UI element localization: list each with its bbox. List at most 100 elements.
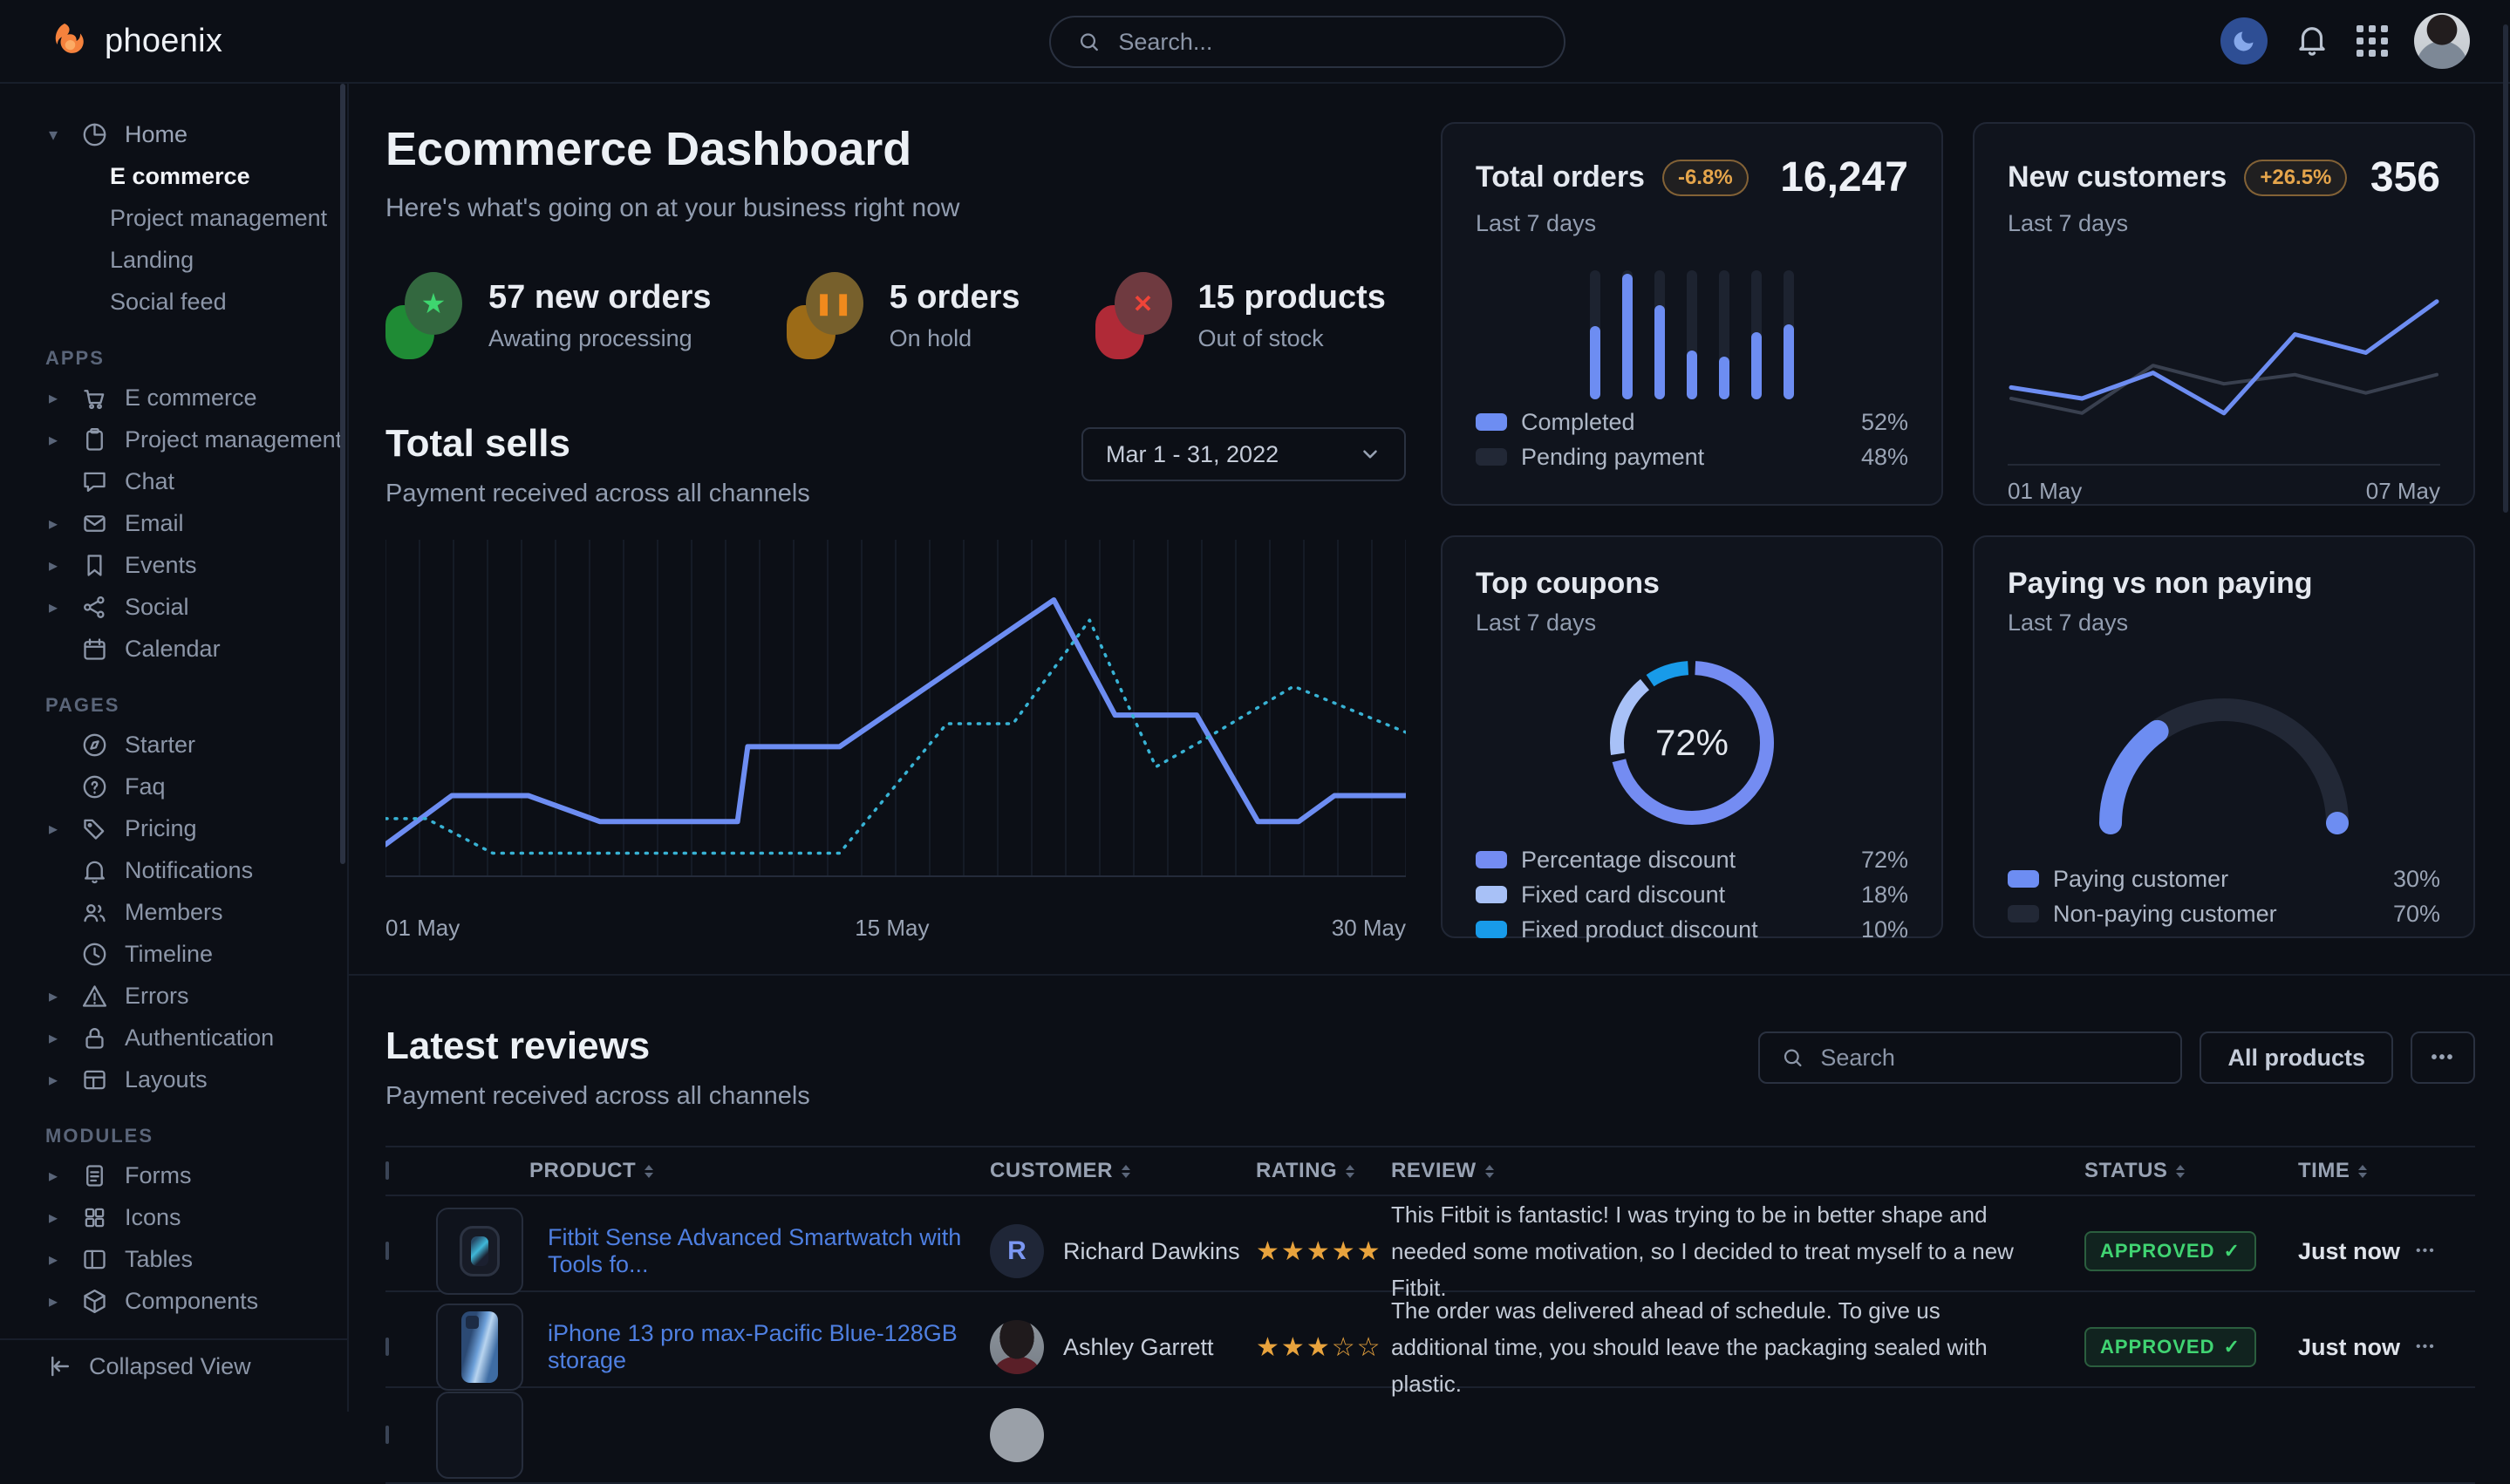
legend-completed: Completed 52% <box>1476 405 1908 439</box>
cart-icon <box>80 384 109 412</box>
sidebar-item-authentication[interactable]: ▸ Authentication <box>0 1017 347 1059</box>
sidebar-item-project-management[interactable]: Project management <box>0 197 347 239</box>
user-avatar[interactable] <box>2414 13 2470 69</box>
chevron-right-icon: ▸ <box>42 429 65 451</box>
sidebar-item-components[interactable]: ▸ Components <box>0 1280 347 1322</box>
total-sells-title: Total sells <box>385 422 810 466</box>
customer-avatar: R <box>990 1224 1044 1278</box>
chevron-down-icon: ▾ <box>42 124 65 146</box>
sidebar-item-home[interactable]: ▾ Home <box>0 113 347 155</box>
global-search[interactable] <box>1049 16 1565 68</box>
legend-non-paying-customer: Non-paying customer 70% <box>2008 896 2440 931</box>
sidebar-item-faq[interactable]: Faq <box>0 766 347 807</box>
row-checkbox[interactable] <box>385 1338 389 1356</box>
sidebar-item-email[interactable]: ▸ Email <box>0 502 347 544</box>
chevron-right-icon: ▸ <box>42 1027 65 1049</box>
sidebar-item-layouts[interactable]: ▸ Layouts <box>0 1059 347 1100</box>
product-thumbnail[interactable] <box>436 1304 523 1391</box>
sidebar-item-members[interactable]: Members <box>0 891 347 933</box>
new-customers-badge: +26.5% <box>2244 160 2347 196</box>
sidebar: ▾ Home E commerce Project management Lan… <box>0 84 349 1412</box>
sidebar-item-social[interactable]: ▸ Social <box>0 586 347 628</box>
sidebar-item-errors[interactable]: ▸ Errors <box>0 975 347 1017</box>
column-rating[interactable]: RATING <box>1256 1159 1391 1183</box>
sidebar-item-events[interactable]: ▸ Events <box>0 544 347 586</box>
row-menu-button[interactable]: ••• <box>2416 1339 2475 1355</box>
warning-icon <box>80 982 109 1011</box>
legend-paying-customer: Paying customer 30% <box>2008 861 2440 896</box>
sidebar-item-ecommerce-app[interactable]: ▸ E commerce <box>0 377 347 419</box>
product-thumbnail[interactable] <box>436 1392 523 1479</box>
reviews-search-input[interactable] <box>1820 1045 2159 1072</box>
sidebar-item-tables[interactable]: ▸ Tables <box>0 1238 347 1280</box>
sidebar-item-calendar[interactable]: Calendar <box>0 628 347 670</box>
reviews-more-button[interactable]: ••• <box>2411 1031 2475 1084</box>
latest-reviews-subtitle: Payment received across all channels <box>385 1082 810 1111</box>
sidebar-item-icons[interactable]: ▸ Icons <box>0 1196 347 1238</box>
sidebar-item-landing[interactable]: Landing <box>0 239 347 281</box>
table-icon <box>80 1245 109 1274</box>
bell-icon <box>2294 21 2330 58</box>
stat-new-orders: ★ 57 new orders Awating processing <box>385 272 712 359</box>
chevron-right-icon: ▸ <box>42 596 65 618</box>
sidebar-scrollbar[interactable] <box>340 84 345 864</box>
all-products-button[interactable]: All products <box>2200 1031 2393 1084</box>
legend-fixed-product-discount: Fixed product discount 10% <box>1476 912 1908 947</box>
column-review[interactable]: REVIEW <box>1391 1159 2084 1183</box>
paying-vs-non-paying-card: Paying vs non paying Last 7 days Paying … <box>1973 535 2475 938</box>
customer-name: Ashley Garrett <box>1063 1334 1214 1361</box>
x-label-30may: 30 May <box>1332 915 1406 942</box>
apps-grid-button[interactable] <box>2357 25 2388 57</box>
product-link[interactable]: Fitbit Sense Advanced Smartwatch with To… <box>548 1224 990 1278</box>
chevron-right-icon: ▸ <box>42 1165 65 1187</box>
column-status[interactable]: STATUS <box>2084 1159 2298 1183</box>
sidebar-item-pricing[interactable]: ▸ Pricing <box>0 807 347 849</box>
sidebar-item-timeline[interactable]: Timeline <box>0 933 347 975</box>
column-product[interactable]: PRODUCT <box>436 1159 990 1183</box>
collapse-sidebar-button[interactable]: Collapsed View <box>0 1338 347 1392</box>
legend-fixed-card-discount: Fixed card discount 18% <box>1476 877 1908 912</box>
global-search-input[interactable] <box>1118 29 1538 56</box>
chevron-right-icon: ▸ <box>42 985 65 1007</box>
row-menu-button[interactable]: ••• <box>2416 1243 2475 1259</box>
sidebar-item-starter[interactable]: Starter <box>0 724 347 766</box>
brand[interactable]: phoenix <box>0 20 349 62</box>
sidebar-item-notifications[interactable]: Notifications <box>0 849 347 891</box>
row-checkbox[interactable] <box>385 1242 389 1260</box>
status-badge: APPROVED✓ <box>2084 1231 2256 1271</box>
stat-out-of-stock: ✕ 15 products Out of stock <box>1095 272 1386 359</box>
page-title: Ecommerce Dashboard <box>385 122 1406 176</box>
date-range-select[interactable]: Mar 1 - 31, 2022 <box>1081 427 1406 481</box>
grid-icon <box>80 1203 109 1232</box>
latest-reviews-title: Latest reviews <box>385 1025 810 1068</box>
sort-icon <box>1122 1165 1130 1178</box>
x-label-15may: 15 May <box>855 915 929 942</box>
product-link[interactable]: iPhone 13 pro max-Pacific Blue-128GB sto… <box>548 1320 990 1374</box>
reviews-table: PRODUCT CUSTOMER RATING REVIEW STATUS TI… <box>385 1146 2475 1484</box>
reviews-search[interactable] <box>1758 1031 2182 1084</box>
legend-chip <box>1476 413 1507 431</box>
status-badge: APPROVED✓ <box>2084 1327 2256 1367</box>
sidebar-item-chat[interactable]: Chat <box>0 460 347 502</box>
product-thumbnail[interactable] <box>436 1208 523 1295</box>
sidebar-item-ecommerce[interactable]: E commerce <box>0 155 347 197</box>
column-customer[interactable]: CUSTOMER <box>990 1159 1256 1183</box>
table-row: iPhone 13 pro max-Pacific Blue-128GB sto… <box>385 1292 2475 1388</box>
pause-icon: ❚❚ <box>815 291 853 317</box>
bell-icon <box>80 856 109 885</box>
tag-icon <box>80 814 109 843</box>
sidebar-item-social-feed[interactable]: Social feed <box>0 281 347 323</box>
check-icon: ✓ <box>2223 1336 2240 1358</box>
sidebar-section-pages: PAGES <box>0 670 347 724</box>
row-checkbox[interactable] <box>385 1426 389 1444</box>
column-time[interactable]: TIME <box>2298 1159 2416 1183</box>
page-scrollbar[interactable] <box>2503 24 2508 513</box>
sort-icon <box>2176 1165 2185 1178</box>
dark-mode-toggle[interactable] <box>2220 17 2268 65</box>
sidebar-item-project-management-app[interactable]: ▸ Project management <box>0 419 347 460</box>
sort-icon <box>645 1165 653 1178</box>
notifications-button[interactable] <box>2294 21 2330 62</box>
select-all-checkbox[interactable] <box>385 1161 389 1180</box>
sidebar-item-forms[interactable]: ▸ Forms <box>0 1154 347 1196</box>
moon-icon <box>2231 28 2257 54</box>
